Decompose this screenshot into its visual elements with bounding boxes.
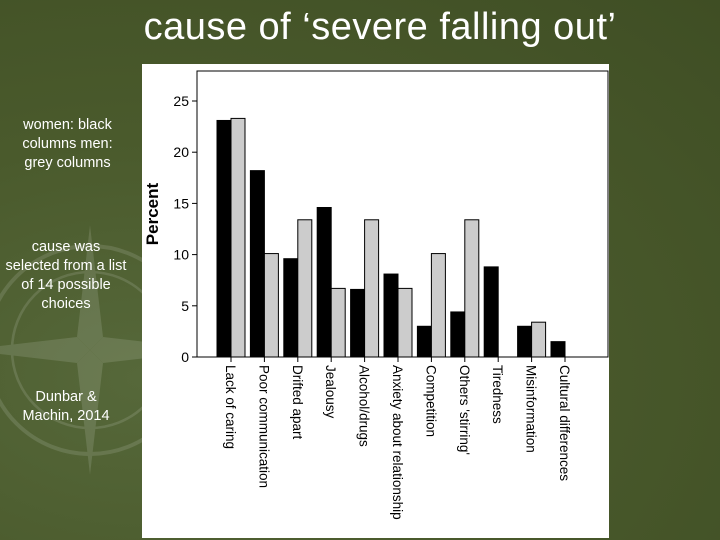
women-bar	[350, 288, 366, 358]
men-bar	[430, 253, 446, 358]
women-bar	[483, 266, 499, 358]
x-tick-label: Misinformation	[524, 365, 539, 453]
women-bar	[383, 273, 399, 358]
citation-note: Dunbar & Machin, 2014	[22, 389, 110, 424]
x-tick-label: Jealousy	[323, 365, 338, 419]
x-tick-label: Poor communication	[256, 365, 271, 488]
x-tick-label: Lack of caring	[223, 365, 238, 449]
men-bar	[330, 287, 346, 358]
men-bar	[263, 253, 279, 358]
women-bar	[517, 325, 533, 358]
women-bar	[316, 206, 332, 358]
x-tick-label: Cultural differences	[557, 365, 572, 481]
x-tick-label: Drifted apart	[290, 365, 305, 440]
women-bar	[283, 258, 299, 358]
x-tick-label: Alcohol/drugs	[357, 365, 372, 447]
y-tick-label: 20	[173, 144, 189, 160]
slide-title: cause of ‘severe falling out’	[143, 6, 617, 48]
y-tick-label: 10	[173, 247, 189, 263]
men-bar	[230, 117, 246, 358]
y-axis: 0 5 10 15 20 25	[173, 93, 197, 365]
men-bar	[397, 287, 413, 358]
y-tick-label: 5	[181, 298, 189, 314]
women-bar	[550, 341, 566, 358]
women-bar	[450, 311, 466, 358]
x-tick-label: Others 'stirring'	[457, 365, 472, 455]
y-tick-label: 15	[173, 195, 189, 211]
women-bar	[249, 170, 265, 358]
x-tick-labels: Lack of caring Poor communication Drifted …	[223, 357, 572, 520]
men-bar	[297, 219, 313, 358]
men-bar	[531, 321, 547, 358]
y-tick-label: 25	[173, 93, 189, 109]
chart-panel: Percent 0 5 10 15 20 25 Lack of caring Poor co…	[142, 64, 609, 538]
choices-note: cause was selected from a list of 14 pos…	[5, 239, 127, 312]
women-bar	[416, 325, 432, 358]
x-tick-label: Competition	[423, 365, 438, 437]
men-bar	[364, 219, 380, 358]
bars-group	[197, 117, 608, 358]
women-bar	[216, 119, 232, 358]
y-tick-label: 0	[181, 349, 189, 365]
legend-note: women: black columns men: grey columns	[22, 117, 113, 171]
x-tick-label: Tiredness	[490, 365, 505, 424]
x-tick-label: Anxiety about relationship	[390, 365, 405, 520]
bar-chart: Percent 0 5 10 15 20 25 Lack of caring Poor co…	[143, 70, 609, 520]
men-bar	[464, 219, 480, 358]
y-axis-label: Percent	[143, 182, 162, 245]
